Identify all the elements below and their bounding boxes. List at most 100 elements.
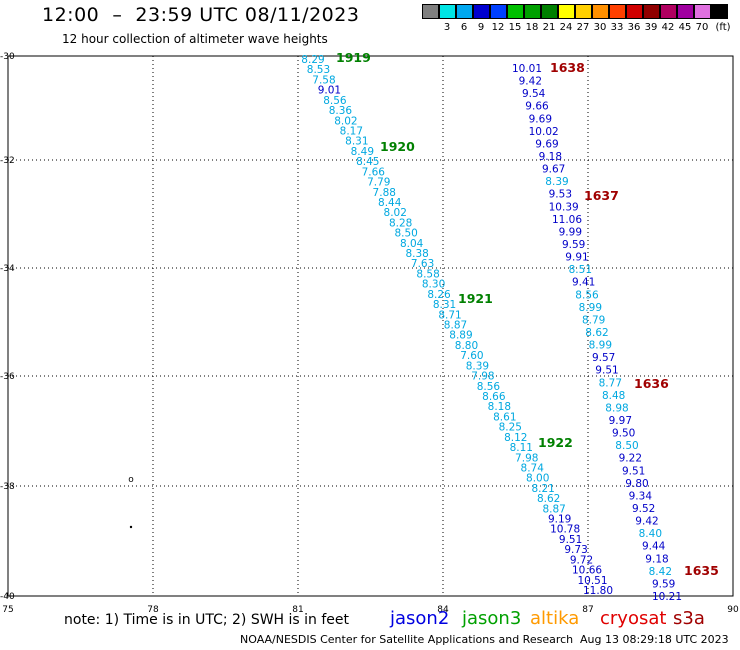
legend-label: 18 [525,22,539,33]
track-value-label: 7.63 [411,258,434,270]
track-value-label: 10.01 [512,63,542,75]
track-value-label: 8.28 [389,217,412,229]
track-value-label: 11.06 [552,214,582,226]
satellite-name: cryosat [600,608,667,629]
track-value-label: 9.42 [635,516,658,528]
track-value-label: 8.17 [340,125,363,137]
legend-swatch [524,4,541,19]
lat-tick-label: -40 [0,592,15,602]
track-value-label: 8.56 [323,95,347,107]
track-value-label: 10.02 [529,126,559,138]
track-value-label: 8.80 [455,340,478,352]
track-value-label: 7.79 [367,177,390,189]
legend-label: 39 [644,22,658,33]
track-value-label: 8.51 [569,264,592,276]
track-value-label: 8.38 [405,248,428,260]
legend-label: 27 [576,22,590,33]
pass-time-label: 1922 [538,435,573,450]
track-value-label: 9.51 [622,465,645,477]
track-value-label: 11.80 [583,585,613,597]
track-value-label: 8.48 [602,390,625,402]
lon-tick-label: 84 [437,605,449,615]
track-value-label: 9.18 [539,151,562,163]
legend-unit: (ft) [715,22,731,33]
track-value-label: 8.56 [477,381,501,393]
track-value-label: 8.04 [400,238,424,250]
track-value-label: 8.39 [466,360,489,372]
track-value-label: 8.99 [589,340,612,352]
track-value-label: 8.29 [301,54,324,66]
track-value-label: 8.36 [329,105,353,117]
track-value-label: 8.87 [542,503,565,515]
track-value-label: 8.71 [438,309,461,321]
legend-label: 36 [627,22,641,33]
island-dot [129,525,133,529]
satellite-name: jason2 [390,608,450,629]
track-value-label: 8.53 [307,64,330,76]
track-value-label: 8.77 [599,377,622,389]
track-value-label: 9.57 [592,352,615,364]
track-value-label: 8.99 [579,302,602,314]
track-value-label: 8.58 [416,268,439,280]
pass-time-label: 1636 [634,376,669,391]
island-mark: o [128,475,134,485]
legend-label: 42 [661,22,675,33]
track-value-label: 8.49 [351,146,374,158]
track-value-label: 7.98 [515,452,538,464]
legend-swatch [609,4,626,19]
pass-time-label: 1638 [550,60,585,75]
legend-label: 45 [678,22,692,33]
pass-time-label: 1920 [380,139,415,154]
track-value-label: 8.30 [422,279,445,291]
legend-swatch [541,4,558,19]
legend-label: 30 [593,22,607,33]
legend-swatch [711,4,728,19]
track-value-label: 9.97 [609,415,632,427]
track-value-label: 8.02 [384,207,407,219]
lon-tick-label: 87 [582,605,593,615]
legend-swatch [660,4,677,19]
track-value-label: 8.62 [537,493,560,505]
lat-tick-label: -32 [0,156,15,166]
track-value-label: 8.87 [444,320,467,332]
track-value-label: 9.51 [595,365,618,377]
track-value-label: 9.54 [522,88,546,100]
track-value-label: 9.69 [529,113,552,125]
track-value-label: 9.99 [559,226,582,238]
track-value-label: 9.01 [318,85,341,97]
lat-tick-label: -34 [0,264,15,274]
track-value-label: 9.19 [548,514,571,526]
track-value-label: 9.73 [564,544,587,556]
track-value-label: 10.39 [549,201,579,213]
footer-credit: NOAA/NESDIS Center for Satellite Applica… [240,633,574,646]
pass-time-label: 1635 [684,563,719,578]
track-value-label: 10.21 [652,591,682,603]
track-value-label: 8.98 [605,402,628,414]
satellite-name: altika [530,608,580,629]
pass-time-label: 1921 [458,291,493,306]
lat-tick-label: -38 [0,482,15,492]
legend-swatch [643,4,660,19]
legend-swatch [456,4,473,19]
legend-label: 12 [491,22,505,33]
note-text: note: 1) Time is in UTC; 2) SWH is in fe… [64,612,350,628]
track-value-label: 8.61 [493,411,516,423]
track-value-label: 8.11 [510,442,533,454]
track-value-label: 8.62 [585,327,608,339]
lon-tick-label: 90 [727,605,739,615]
map-frame [7,55,734,597]
pass-time-label: 1637 [584,188,619,203]
legend-label: 3 [443,22,451,33]
track-value-label: 8.89 [449,330,472,342]
track-value-label: 8.50 [615,440,638,452]
track-value-label: 8.39 [545,176,568,188]
track-value-label: 8.56 [575,289,599,301]
legend-label: 70 [695,22,709,33]
track-value-label: 8.50 [394,228,417,240]
track-value-label: 9.67 [542,164,565,176]
track-value-label: 9.72 [570,554,593,566]
lon-tick-label: 78 [147,605,159,615]
chart-title: 12:00 – 23:59 UTC 08/11/2023 [42,4,360,26]
track-value-label: 8.21 [531,483,554,495]
